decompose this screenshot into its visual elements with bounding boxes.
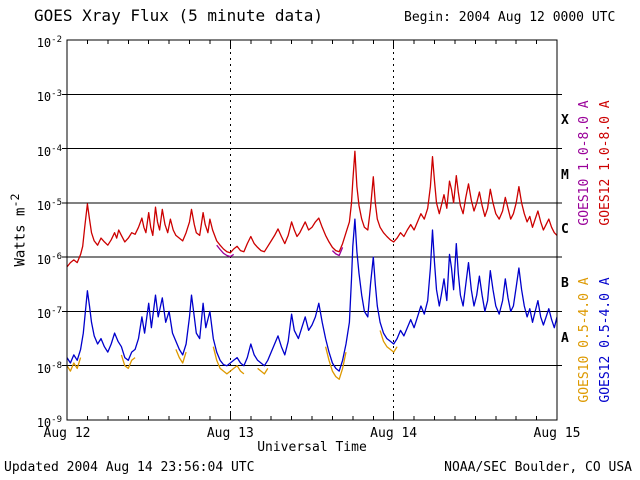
legend-goes12-short: GOES12 0.5-4.0 A xyxy=(598,277,613,403)
series-line-goes10-0-5-4-0-a xyxy=(212,346,245,375)
x-tick-label: Aug 14 xyxy=(370,426,418,441)
y-tick-label: 10-3 xyxy=(36,89,62,105)
x-axis-title: Universal Time xyxy=(257,440,367,455)
y-tick-label: 10-4 xyxy=(36,143,62,159)
y-tick-label: 10-2 xyxy=(36,35,62,50)
y-tick-label: 10-5 xyxy=(36,197,62,213)
legend-goes10-long: GOES10 1.0-8.0 A xyxy=(577,100,592,226)
updated-timestamp: Updated 2004 Aug 14 23:56:04 UTC xyxy=(4,460,255,475)
series-line-goes12-0-5-4-0-a xyxy=(67,218,557,372)
series-line-goes12-1-0-8-0-a xyxy=(67,150,557,268)
y-tick-label: 10-8 xyxy=(36,360,62,376)
series-line-goes10-0-5-4-0-a xyxy=(379,330,398,353)
y-tick-label: 10-9 xyxy=(36,415,62,430)
series-line-goes10-0-5-4-0-a xyxy=(257,367,269,375)
flare-class-letter-a: A xyxy=(561,330,569,346)
begin-timestamp: Begin: 2004 Aug 12 0000 UTC xyxy=(404,10,616,25)
flare-class-letter-c: C xyxy=(561,222,569,237)
series-line-goes10-0-5-4-0-a xyxy=(67,357,82,372)
x-tick-label: Aug 12 xyxy=(43,426,91,441)
y-tick-label: 10-7 xyxy=(36,306,62,322)
flare-class-letter-m: M xyxy=(561,167,569,183)
noaa-credit: NOAA/SEC Boulder, CO USA xyxy=(444,460,632,475)
series-line-goes10-0-5-4-0-a xyxy=(175,349,187,364)
y-tick-label: 10-6 xyxy=(36,252,62,268)
flare-class-letter-x: X xyxy=(561,113,569,129)
x-tick-label: Aug 13 xyxy=(206,426,254,441)
x-tick-label: Aug 15 xyxy=(533,426,581,441)
chart-title: GOES Xray Flux (5 minute data) xyxy=(34,6,323,25)
flare-class-letter-b: B xyxy=(561,276,569,292)
series-line-goes10-0-5-4-0-a xyxy=(120,354,136,370)
legend-goes10-short: GOES10 0.5-4.0 A xyxy=(577,277,592,403)
series-line-goes10-0-5-4-0-a xyxy=(324,346,347,380)
series-line-goes10-1-0-8-0-a xyxy=(216,244,235,258)
legend-goes12-long: GOES12 1.0-8.0 A xyxy=(598,100,613,226)
plot-frame xyxy=(66,39,558,421)
series-line-goes10-1-0-8-0-a xyxy=(331,247,344,257)
